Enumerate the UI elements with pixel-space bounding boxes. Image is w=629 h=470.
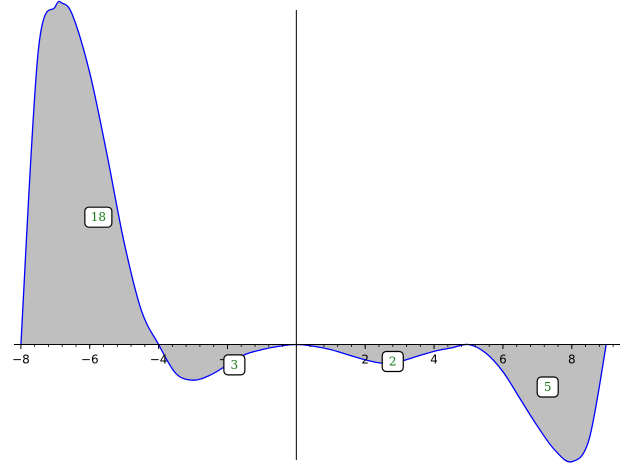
x-tick-label: −8 xyxy=(12,353,30,367)
area-label-text: 3 xyxy=(231,358,239,372)
filled-area-layer xyxy=(20,1,607,462)
area-labels-layer: 18 3 2 5 xyxy=(84,206,559,398)
x-tick-label: 2 xyxy=(361,353,369,367)
area-label-text: 2 xyxy=(389,355,397,369)
area-label: 18 xyxy=(84,206,113,228)
area-label: 5 xyxy=(536,376,559,398)
axes-layer xyxy=(14,10,620,460)
x-tick-label: 8 xyxy=(568,353,576,367)
area-label-box xyxy=(381,350,404,373)
x-tick-label: 4 xyxy=(430,353,438,367)
area-label-text: 5 xyxy=(544,380,552,394)
area-label-box xyxy=(536,376,559,398)
filled-area-0 xyxy=(20,1,607,462)
area-label-box xyxy=(84,206,113,228)
x-tick-label: −4 xyxy=(150,353,168,367)
x-tick-label: 6 xyxy=(499,353,507,367)
area-label: 3 xyxy=(223,354,246,376)
x-tick-label: −6 xyxy=(81,353,99,367)
area-label: 2 xyxy=(381,350,404,373)
area-label-box xyxy=(223,354,246,376)
area-label-text: 18 xyxy=(91,210,106,224)
